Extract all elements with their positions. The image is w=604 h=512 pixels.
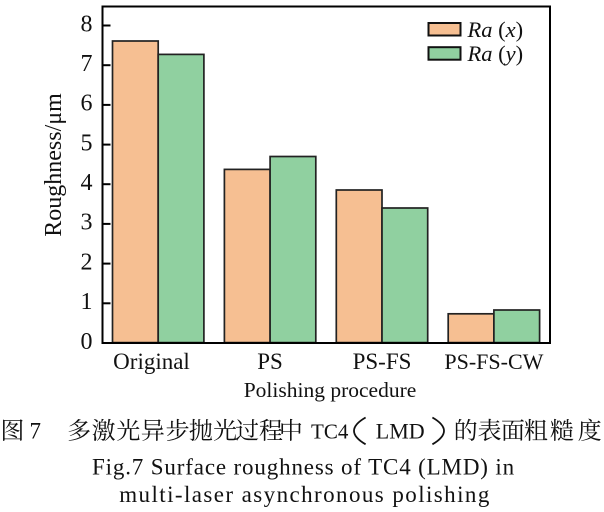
svg-text:7: 7 (30, 419, 42, 444)
svg-text:7: 7 (81, 51, 93, 77)
svg-text:5: 5 (81, 130, 93, 156)
svg-text:Ra (y): Ra (y) (467, 41, 524, 66)
svg-text:6: 6 (81, 91, 93, 117)
svg-text:Fig.7 Surface roughness of TC4: Fig.7 Surface roughness of TC4 (LMD) in (92, 455, 515, 480)
svg-text:3: 3 (81, 210, 93, 236)
svg-text:multi-laser asynchronous polis: multi-laser asynchronous polishing (119, 482, 491, 507)
svg-text:PS-FS: PS-FS (353, 349, 412, 374)
svg-text:Original: Original (113, 349, 190, 374)
svg-text:1: 1 (81, 289, 93, 315)
svg-text:Ra (x): Ra (x) (467, 17, 524, 42)
svg-text:LMD: LMD (376, 419, 425, 444)
svg-text:PS-FS-CW: PS-FS-CW (444, 349, 543, 374)
svg-text:0: 0 (81, 329, 93, 355)
svg-text:Roughness/μm: Roughness/μm (41, 93, 67, 237)
svg-text:2: 2 (81, 249, 93, 275)
svg-text:4: 4 (81, 170, 93, 196)
svg-text:Polishing procedure: Polishing procedure (244, 378, 417, 402)
svg-text:TC4: TC4 (311, 420, 349, 444)
svg-text:PS: PS (257, 349, 283, 374)
svg-text:8: 8 (81, 11, 93, 37)
